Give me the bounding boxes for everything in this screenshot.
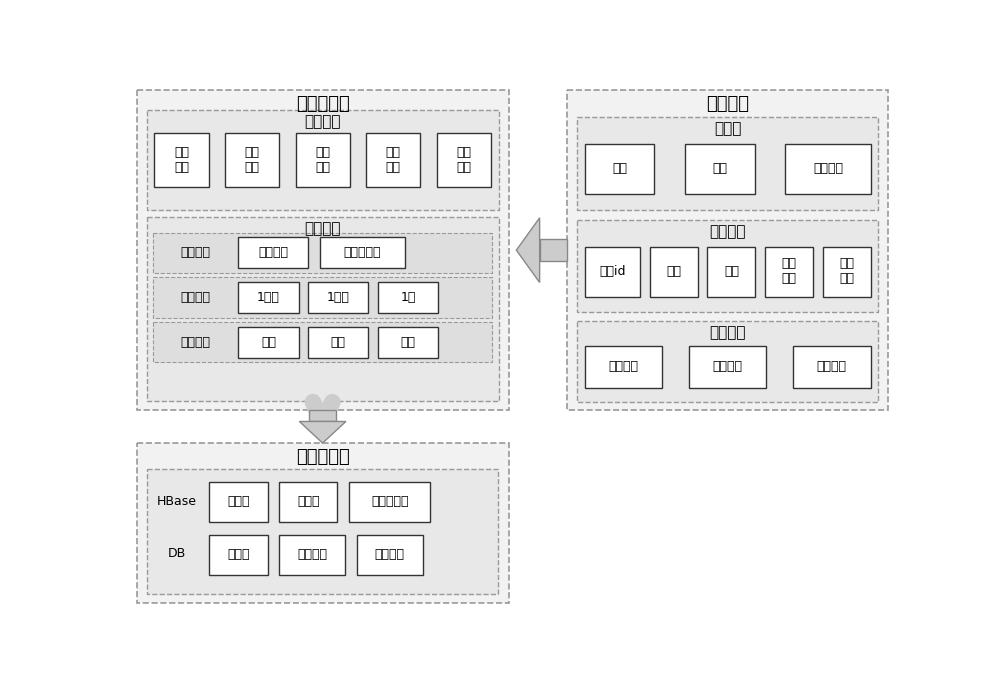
Bar xyxy=(153,233,492,273)
Text: 大盘配置: 大盘配置 xyxy=(817,360,847,373)
Text: 运行时系统: 运行时系统 xyxy=(296,95,350,113)
Bar xyxy=(349,482,430,522)
Bar xyxy=(147,469,498,594)
Bar xyxy=(585,247,640,297)
Text: 过滤脚本: 过滤脚本 xyxy=(813,163,843,176)
Bar xyxy=(153,322,492,362)
Bar xyxy=(785,144,871,194)
Bar xyxy=(153,278,492,318)
Text: 事件
查询: 事件 查询 xyxy=(315,145,330,174)
Bar xyxy=(308,327,368,358)
Polygon shape xyxy=(299,422,346,443)
Bar xyxy=(822,247,871,297)
Bar xyxy=(366,133,420,187)
Bar xyxy=(137,90,509,410)
Bar xyxy=(685,144,755,194)
Text: 客体: 客体 xyxy=(724,265,739,278)
Text: 1天: 1天 xyxy=(400,291,416,304)
Text: 统计策略: 统计策略 xyxy=(709,224,746,239)
Text: 报警脚本: 报警脚本 xyxy=(713,360,743,373)
Text: 系统功能: 系统功能 xyxy=(304,114,341,129)
Bar xyxy=(793,346,871,389)
Text: 主客体计算: 主客体计算 xyxy=(343,247,381,259)
Bar xyxy=(585,144,654,194)
Text: 1小时: 1小时 xyxy=(327,291,350,304)
Text: 去重表: 去重表 xyxy=(297,495,320,508)
Bar xyxy=(279,482,337,522)
Bar xyxy=(707,247,755,297)
Bar xyxy=(308,282,368,313)
Text: DB: DB xyxy=(168,548,186,560)
Bar xyxy=(689,346,766,389)
Bar xyxy=(320,238,405,268)
Text: 元数据: 元数据 xyxy=(227,548,250,561)
Bar xyxy=(577,220,878,312)
Text: 配置平台: 配置平台 xyxy=(706,95,749,113)
Text: 统计粒度: 统计粒度 xyxy=(181,291,211,304)
Bar xyxy=(238,282,299,313)
Text: 主体: 主体 xyxy=(666,265,681,278)
Bar xyxy=(357,535,423,575)
Text: 统计策略: 统计策略 xyxy=(297,548,327,561)
Bar xyxy=(378,327,438,358)
Bar xyxy=(577,117,878,209)
Bar xyxy=(585,346,662,389)
Text: 数据库系统: 数据库系统 xyxy=(296,448,350,466)
Bar xyxy=(238,327,299,358)
Text: 实时统计: 实时统计 xyxy=(304,221,341,236)
Text: 策略id: 策略id xyxy=(599,265,626,278)
Text: 数据
输出: 数据 输出 xyxy=(386,145,401,174)
Text: HBase: HBase xyxy=(157,495,197,508)
Text: 1分钟: 1分钟 xyxy=(257,291,280,304)
Bar xyxy=(378,282,438,313)
Text: 监控报警: 监控报警 xyxy=(709,325,746,340)
Bar xyxy=(437,133,491,187)
Text: 统计算法: 统计算法 xyxy=(181,336,211,349)
Polygon shape xyxy=(516,218,540,282)
Text: 条件过滤: 条件过滤 xyxy=(258,247,288,259)
Text: 主体: 主体 xyxy=(612,163,627,176)
Text: 过滤
脚本: 过滤 脚本 xyxy=(839,257,854,285)
Bar xyxy=(154,133,209,187)
Bar xyxy=(209,535,268,575)
Bar xyxy=(147,110,499,209)
Bar xyxy=(309,410,336,422)
Text: 求和: 求和 xyxy=(400,336,415,349)
Bar xyxy=(147,218,499,401)
Bar xyxy=(577,321,878,402)
Text: 去重: 去重 xyxy=(331,336,346,349)
Bar xyxy=(225,133,279,187)
Bar xyxy=(765,247,813,297)
Text: 全量数据表: 全量数据表 xyxy=(371,495,408,508)
Bar xyxy=(567,90,888,410)
Text: 监控策略: 监控策略 xyxy=(375,548,405,561)
Text: 累加: 累加 xyxy=(261,336,276,349)
Bar xyxy=(296,133,350,187)
Text: 数据准备: 数据准备 xyxy=(181,247,211,259)
Text: 元数据: 元数据 xyxy=(714,121,741,136)
Text: 监控脚本: 监控脚本 xyxy=(608,360,638,373)
Text: 统计表: 统计表 xyxy=(227,495,250,508)
Bar xyxy=(540,239,567,261)
Bar xyxy=(279,535,345,575)
Text: 明细
查询: 明细 查询 xyxy=(174,145,189,174)
Text: 监控
报警: 监控 报警 xyxy=(456,145,471,174)
Bar xyxy=(650,247,698,297)
Bar xyxy=(137,443,509,603)
Text: 统计
算法: 统计 算法 xyxy=(781,257,796,285)
Bar xyxy=(238,238,308,268)
Text: 区间
求和: 区间 求和 xyxy=(245,145,260,174)
Text: 客体: 客体 xyxy=(712,163,727,176)
Bar xyxy=(209,482,268,522)
